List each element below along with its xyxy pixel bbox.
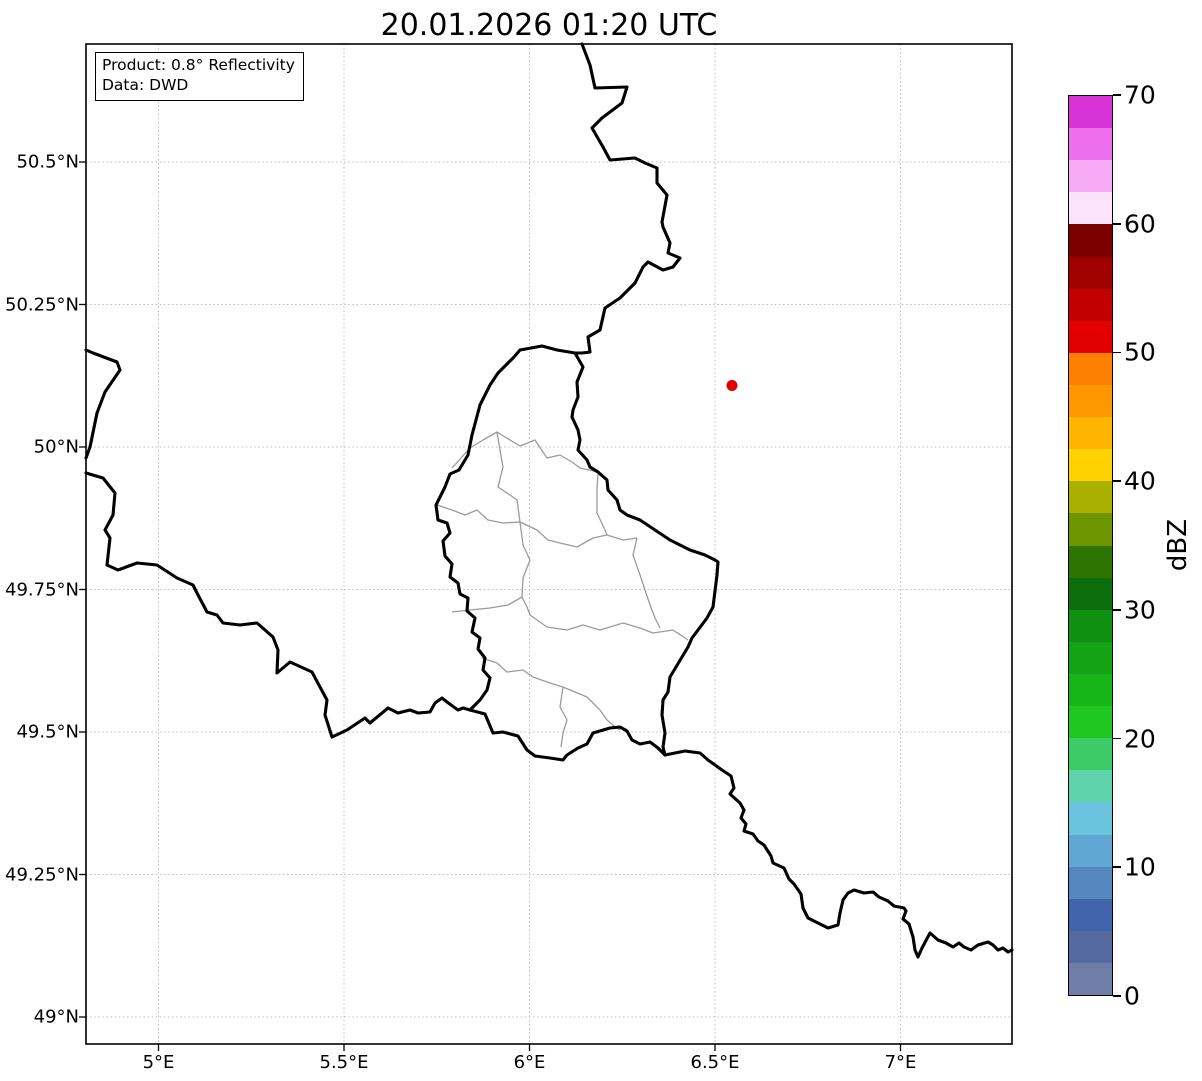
y-tick-label: 50.5°N <box>16 151 79 173</box>
colorbar-segment <box>1069 898 1112 931</box>
colorbar-tick-label: 20 <box>1124 724 1156 754</box>
colorbar-tick-label: 50 <box>1124 337 1156 367</box>
colorbar-segment <box>1069 384 1112 418</box>
colorbar-segment <box>1069 513 1112 546</box>
colorbar-segment <box>1069 96 1112 129</box>
colorbar-segment <box>1069 320 1112 353</box>
colorbar-segment <box>1069 738 1112 771</box>
colorbar-tick-label: 0 <box>1124 981 1140 1011</box>
colorbar-segment <box>1069 706 1112 739</box>
colorbar-segment <box>1069 288 1112 321</box>
colorbar-tick-mark <box>1113 609 1121 611</box>
colorbar-tick-mark <box>1113 866 1121 869</box>
colorbar-tick-label: 10 <box>1124 852 1156 882</box>
colorbar-segment <box>1069 545 1112 578</box>
colorbar-segment <box>1069 224 1112 257</box>
belgium-france-border-upper <box>84 348 122 460</box>
colorbar-segment <box>1069 802 1112 835</box>
x-tick-label: 5°E <box>142 1052 175 1073</box>
colorbar-tick-mark <box>1113 995 1121 997</box>
x-tick-label: 7°E <box>884 1052 917 1073</box>
colorbar-segment <box>1069 256 1112 289</box>
y-tick-label: 50°N <box>33 436 79 458</box>
colorbar-segment <box>1069 609 1112 642</box>
colorbar-tick-mark <box>1113 480 1121 482</box>
y-tick-label: 49.5°N <box>16 721 79 743</box>
belgium-germany-border <box>573 42 682 355</box>
data-source-line: Data: DWD <box>102 76 189 95</box>
colorbar-segment <box>1069 192 1112 225</box>
y-tick-label: 50.25°N <box>5 294 79 315</box>
colorbar-segment <box>1069 962 1112 996</box>
colorbar-segment <box>1069 481 1112 514</box>
colorbar-segment <box>1069 449 1112 482</box>
page-title: 20.01.2026 01:20 UTC <box>380 8 718 43</box>
colorbar-tick-mark <box>1113 94 1121 96</box>
map-frame <box>85 43 1013 1045</box>
colorbar-tick-mark <box>1113 222 1121 225</box>
colorbar-tick-label: 70 <box>1124 80 1156 110</box>
colorbar-unit-label: dBZ <box>1163 518 1193 572</box>
france-germany-border <box>663 749 1014 959</box>
product-info-line: Product: 0.8° Reflectivity <box>102 56 295 74</box>
colorbar-segment <box>1069 834 1112 867</box>
colorbar-tick-label: 60 <box>1124 209 1156 239</box>
luxembourg-border <box>434 344 720 762</box>
colorbar-segment <box>1069 352 1112 385</box>
colorbar-tick-mark <box>1113 351 1121 354</box>
belgium-france-border <box>84 471 472 739</box>
product-info-box: Product: 0.8° Reflectivity Data: DWD <box>95 52 304 101</box>
colorbar-segment <box>1069 930 1112 963</box>
luxembourg-canton-borders <box>436 431 689 748</box>
colorbar-tick-label: 40 <box>1124 466 1156 496</box>
colorbar-tick-label: 30 <box>1124 595 1156 625</box>
colorbar-segment <box>1069 417 1112 450</box>
graticule-grid <box>86 44 1012 1044</box>
colorbar <box>1068 95 1113 996</box>
radar-site-marker <box>726 380 738 391</box>
colorbar-tick-mark <box>1113 737 1121 740</box>
colorbar-segment <box>1069 673 1112 707</box>
y-tick-label: 49°N <box>33 1006 79 1028</box>
colorbar-segment <box>1069 866 1112 899</box>
colorbar-segment <box>1069 770 1112 803</box>
y-tick-label: 49.75°N <box>5 579 79 600</box>
x-tick-label: 5.5°E <box>319 1052 369 1073</box>
x-tick-label: 6.5°E <box>690 1052 740 1073</box>
y-tick-label: 49.25°N <box>5 864 79 885</box>
x-tick-label: 6°E <box>513 1052 546 1073</box>
colorbar-segment <box>1069 577 1112 610</box>
axis-tick-marks <box>79 161 902 1051</box>
colorbar-segment <box>1069 128 1112 161</box>
colorbar-segment <box>1069 160 1112 193</box>
colorbar-segment <box>1069 641 1112 674</box>
